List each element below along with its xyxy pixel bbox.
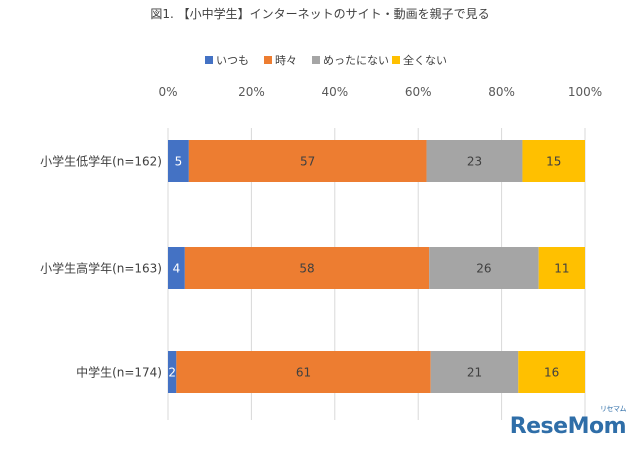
data-label-1-0: 4 (173, 262, 181, 276)
bar-segment-0-3 (522, 140, 585, 182)
data-label-0-0: 5 (175, 155, 183, 169)
chart-title: 図1. 【小中学生】インターネットのサイト・動画を親子で見る (150, 6, 489, 21)
resemom-logo-subtext: リセマム (600, 405, 627, 413)
data-label-0-3: 15 (546, 155, 561, 169)
legend-swatch-0 (205, 56, 213, 64)
bar-segment-2-0 (168, 351, 177, 393)
data-label-2-1: 61 (296, 366, 311, 380)
y-axis-category-labels: 小学生低学年(n=162) 小学生高学年(n=163) 中学生(n=174) (40, 154, 162, 380)
data-label-2-0: 2 (168, 366, 176, 380)
data-label-2-3: 16 (544, 366, 559, 380)
data-label-2-2: 21 (467, 366, 482, 380)
legend: いつも 時々 めったにない 全くない (205, 53, 447, 67)
bar-segment-0-0 (168, 140, 189, 182)
bar-segment-2-1 (176, 351, 431, 393)
bar-segment-2-2 (430, 351, 519, 393)
category-label-1: 小学生高学年(n=163) (40, 261, 162, 276)
legend-label-0: いつも (216, 54, 249, 67)
bar-segment-1-3 (538, 247, 585, 289)
resemom-logo: リセマム ReseMom (509, 405, 627, 439)
bar-segment-2-3 (518, 351, 585, 393)
category-label-2: 中学生(n=174) (76, 365, 162, 380)
data-label-1-3: 11 (554, 262, 569, 276)
legend-swatch-2 (312, 56, 320, 64)
data-label-1-1: 58 (299, 262, 314, 276)
category-label-0: 小学生低学年(n=162) (40, 154, 162, 169)
x-axis-tick-labels: 0% 20% 40% 60% 80% 100% (158, 85, 602, 99)
x-tick-label-4: 80% (488, 85, 515, 99)
bar-segment-0-1 (188, 140, 427, 182)
legend-swatch-3 (392, 56, 400, 64)
x-tick-label-3: 60% (405, 85, 432, 99)
bar-segment-1-0 (168, 247, 185, 289)
bars: 5 57 23 15 4 58 26 11 2 61 21 16 (168, 140, 585, 393)
legend-swatch-1 (264, 56, 272, 64)
bar-segment-1-2 (429, 247, 539, 289)
resemom-logo-text: ReseMom (509, 414, 627, 439)
x-tick-label-5: 100% (568, 85, 602, 99)
data-label-1-2: 26 (476, 262, 491, 276)
x-tick-label-0: 0% (158, 85, 177, 99)
x-tick-label-2: 40% (321, 85, 348, 99)
legend-label-2: めったにない (323, 54, 389, 67)
x-tick-label-1: 20% (238, 85, 265, 99)
bar-segment-1-1 (184, 247, 430, 289)
legend-label-3: 全くない (403, 53, 447, 67)
bar-segment-0-2 (426, 140, 523, 182)
legend-label-1: 時々 (275, 54, 297, 67)
data-label-0-2: 23 (467, 155, 482, 169)
data-label-0-1: 57 (300, 155, 315, 169)
